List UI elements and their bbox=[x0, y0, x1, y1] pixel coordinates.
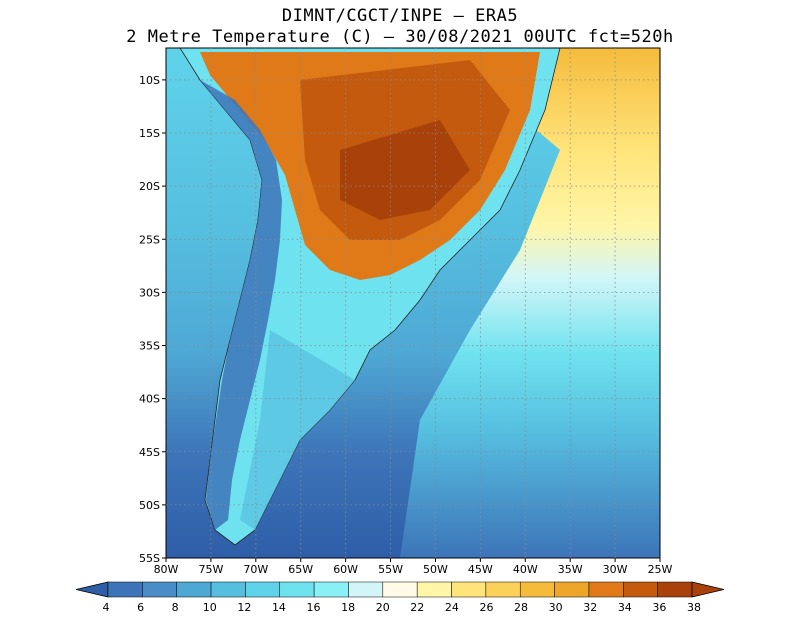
lon-tick-label: 25W bbox=[648, 563, 673, 576]
colorbar-swatch bbox=[519, 581, 555, 598]
colorbar-label: 22 bbox=[410, 601, 424, 614]
colorbar-swatch bbox=[657, 581, 693, 598]
lon-tick-label: 35W bbox=[558, 563, 583, 576]
colorbar-swatch bbox=[142, 581, 177, 598]
atlantic-ocean-field bbox=[400, 48, 660, 558]
lon-tick-label: 70W bbox=[243, 563, 268, 576]
title-line-2: 2 Metre Temperature (C) — 30/08/2021 00U… bbox=[126, 27, 674, 47]
lat-tick-label: 55S bbox=[139, 552, 160, 565]
title-line-1: DIMNT/CGCT/INPE — ERA5 bbox=[281, 6, 519, 26]
map-frame bbox=[165, 47, 661, 559]
colorbar-swatch bbox=[107, 581, 143, 598]
lat-tick-label: 10S bbox=[139, 74, 160, 87]
lon-tick-label: 30W bbox=[603, 563, 628, 576]
colorbar-swatch bbox=[485, 581, 521, 598]
colorbar-label: 18 bbox=[341, 601, 355, 614]
colorbar-label: 6 bbox=[137, 601, 144, 614]
colorbar-swatch bbox=[554, 581, 590, 598]
colorbar-swatch bbox=[451, 581, 487, 598]
colorbar-label: 12 bbox=[237, 601, 251, 614]
colorbar-label: 26 bbox=[479, 601, 493, 614]
lat-tick-label: 35S bbox=[139, 340, 160, 353]
colorbar-label: 32 bbox=[583, 601, 597, 614]
colorbar-label: 24 bbox=[445, 601, 459, 614]
colorbar-label: 8 bbox=[172, 601, 179, 614]
lon-tick-label: 50W bbox=[423, 563, 448, 576]
colorbar-swatch bbox=[245, 581, 281, 598]
colorbar-swatch bbox=[623, 581, 658, 598]
patagonia-cool-region bbox=[240, 330, 355, 530]
colorbar-swatch bbox=[348, 581, 384, 598]
colorbar-label: 30 bbox=[549, 601, 563, 614]
lat-tick-label: 20S bbox=[139, 180, 160, 193]
colorbar-swatch bbox=[382, 581, 418, 598]
lat-tick-label: 25S bbox=[139, 233, 160, 246]
colorbar-swatch bbox=[588, 581, 624, 598]
lon-tick-label: 80W bbox=[154, 563, 179, 576]
colorbar-label: 38 bbox=[687, 601, 701, 614]
colorbar-max-arrow bbox=[691, 581, 725, 598]
colorbar-label: 20 bbox=[376, 601, 390, 614]
colorbar-label: 34 bbox=[618, 601, 632, 614]
lat-tick-label: 40S bbox=[139, 393, 160, 406]
lon-tick-label: 65W bbox=[288, 563, 313, 576]
lat-tick-label: 15S bbox=[139, 127, 160, 140]
colorbar-label: 28 bbox=[514, 601, 528, 614]
lon-tick-label: 45W bbox=[468, 563, 493, 576]
colorbar-swatch bbox=[176, 581, 212, 598]
lon-tick-label: 75W bbox=[198, 563, 223, 576]
colorbar-label: 14 bbox=[272, 601, 286, 614]
andes-cold-strip bbox=[200, 80, 282, 530]
longitude-labels: 80W 75W 70W 65W 60W 55W 50W 45W 40W 35W 30W 25W bbox=[154, 563, 673, 576]
colorbar-swatch bbox=[210, 581, 246, 598]
hottest-region bbox=[340, 120, 470, 220]
lat-tick-label: 50S bbox=[139, 499, 160, 512]
latitude-labels: 10S 15S 20S 25S 30S 35S 40S 45S 50S 55S bbox=[139, 74, 160, 565]
colorbar-swatch bbox=[279, 581, 315, 598]
lat-tick-label: 30S bbox=[139, 286, 160, 299]
lon-tick-label: 55W bbox=[378, 563, 403, 576]
colorbar-swatch bbox=[416, 581, 452, 598]
colorbar-swatch bbox=[313, 581, 349, 598]
colorbar-label: 16 bbox=[307, 601, 321, 614]
colorbar-label: 36 bbox=[652, 601, 666, 614]
colorbar-label: 4 bbox=[103, 601, 110, 614]
colorbar: 4 6 8 10 12 14 16 18 20 22 24 26 28 30 32 34 36 38 bbox=[75, 581, 725, 614]
lon-tick-label: 60W bbox=[333, 563, 358, 576]
colorbar-min-arrow bbox=[75, 581, 109, 598]
lon-tick-label: 40W bbox=[513, 563, 538, 576]
lat-tick-label: 45S bbox=[139, 446, 160, 459]
graticule bbox=[162, 48, 661, 562]
colorbar-label: 10 bbox=[203, 601, 217, 614]
